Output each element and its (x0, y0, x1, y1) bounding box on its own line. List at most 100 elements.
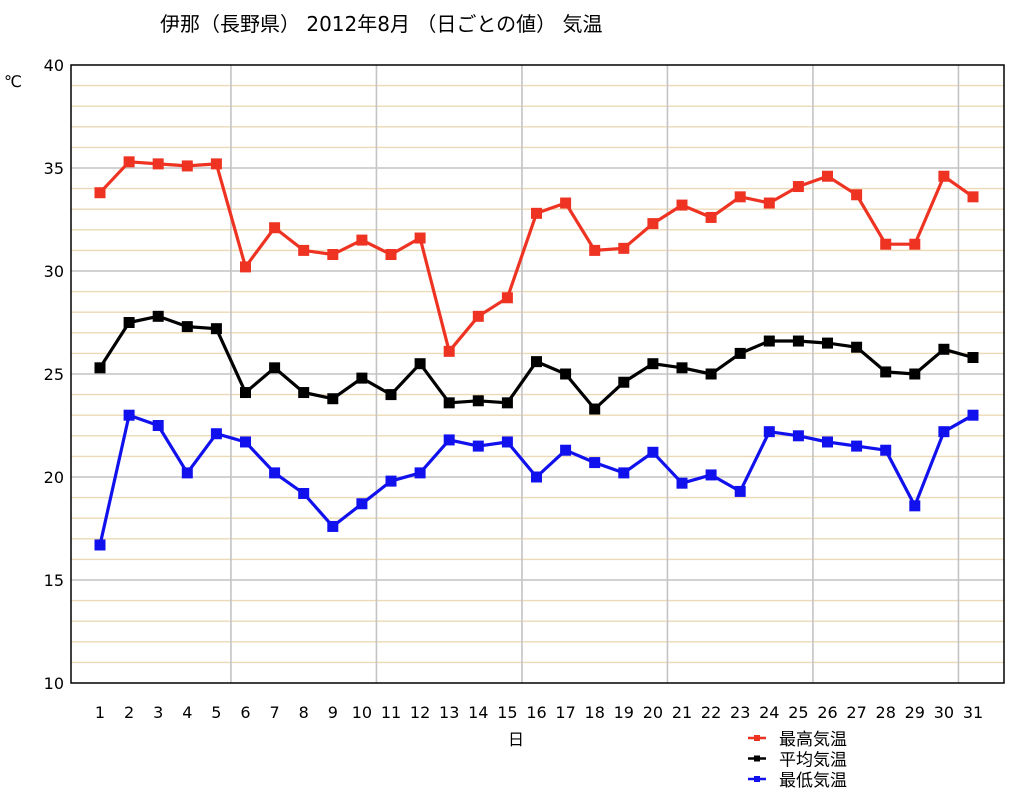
data-point (647, 218, 659, 230)
x-tick-label: 30 (934, 703, 954, 722)
data-point (967, 191, 979, 203)
data-point (152, 158, 164, 170)
x-tick-label: 13 (439, 703, 459, 722)
data-point (385, 389, 397, 401)
x-tick-label: 29 (905, 703, 925, 722)
series-group (94, 156, 979, 357)
data-point (705, 211, 717, 223)
legend-marker (754, 735, 760, 741)
data-point (822, 436, 833, 448)
data-point (385, 475, 397, 487)
data-point (472, 395, 484, 407)
y-tick-label: 20 (44, 468, 64, 487)
data-point (909, 500, 921, 512)
x-tick-label: 4 (182, 703, 192, 722)
x-tick-label: 25 (788, 703, 808, 722)
data-point (909, 238, 921, 250)
x-tick-label: 12 (410, 703, 430, 722)
y-tick-label: 10 (44, 674, 64, 693)
data-point (94, 187, 106, 199)
data-point (123, 156, 135, 168)
data-point (501, 397, 513, 409)
x-tick-label: 24 (759, 703, 779, 722)
data-point (298, 244, 310, 256)
series-group (94, 310, 979, 415)
data-point (531, 471, 542, 483)
data-point (618, 467, 630, 479)
y-tick-label: 40 (44, 56, 64, 75)
x-tick-label: 14 (468, 703, 488, 722)
data-point (618, 376, 630, 388)
data-point (676, 477, 688, 489)
data-point (589, 403, 601, 415)
x-tick-label: 11 (381, 703, 401, 722)
data-point (647, 446, 659, 458)
data-point (676, 362, 688, 374)
data-point (792, 430, 804, 442)
data-point (327, 393, 339, 405)
legend-label: 平均気温 (779, 751, 847, 771)
data-point (327, 249, 339, 261)
data-point (618, 242, 630, 254)
data-point (443, 434, 455, 446)
data-point (123, 317, 135, 328)
x-tick-label: 16 (526, 703, 546, 722)
data-point (560, 197, 572, 209)
x-tick-label: 2 (124, 703, 134, 722)
data-point (763, 426, 775, 438)
data-point (647, 358, 659, 370)
data-point (240, 387, 251, 399)
x-tick-label: 22 (701, 703, 721, 722)
x-tick-label: 5 (211, 703, 221, 722)
y-tick-label: 25 (44, 365, 64, 384)
data-point (269, 222, 281, 234)
data-point (734, 485, 746, 497)
data-point (356, 234, 368, 246)
data-point (240, 436, 251, 448)
y-axis-label: ℃ (4, 72, 22, 91)
data-point (152, 310, 164, 322)
x-tick-label: 27 (846, 703, 866, 722)
data-point (822, 170, 833, 182)
data-point (240, 261, 251, 273)
x-tick-label: 19 (614, 703, 634, 722)
chart-title: 伊那（長野県） 2012年8月 （日ごとの値） 気温 (160, 12, 603, 36)
series-group (94, 409, 979, 551)
x-tick-label: 10 (352, 703, 372, 722)
y-tick-label: 15 (44, 571, 64, 590)
data-point (385, 249, 397, 261)
x-tick-label: 1 (95, 703, 105, 722)
data-point (501, 436, 513, 448)
data-point (210, 323, 222, 335)
data-point (531, 207, 542, 219)
x-axis-ticks: 1 2 3 4 5 6 7 8 9 10 11 12 13 14 15 16 17 18 19 20 21 22 23 24 2… (95, 703, 983, 722)
y-tick-label: 30 (44, 262, 64, 281)
x-tick-label: 17 (555, 703, 575, 722)
data-point (938, 343, 950, 355)
data-point (851, 440, 863, 452)
x-tick-label: 8 (299, 703, 309, 722)
data-point (880, 444, 892, 456)
data-point (938, 170, 950, 182)
data-point (210, 428, 222, 440)
data-point (327, 520, 339, 532)
series-layer (94, 156, 979, 551)
data-point (967, 409, 979, 421)
x-tick-label: 18 (585, 703, 605, 722)
data-point (443, 345, 455, 357)
x-tick-label: 15 (497, 703, 517, 722)
data-point (356, 372, 368, 384)
x-tick-label: 6 (240, 703, 250, 722)
data-point (414, 467, 426, 479)
x-tick-label: 28 (876, 703, 896, 722)
data-point (269, 362, 281, 374)
x-axis-label: 日 (508, 730, 524, 749)
data-point (705, 368, 717, 380)
data-point (763, 335, 775, 347)
data-point (851, 341, 863, 353)
data-point (94, 539, 106, 551)
data-point (472, 440, 484, 452)
plot-frame (70, 64, 1005, 684)
